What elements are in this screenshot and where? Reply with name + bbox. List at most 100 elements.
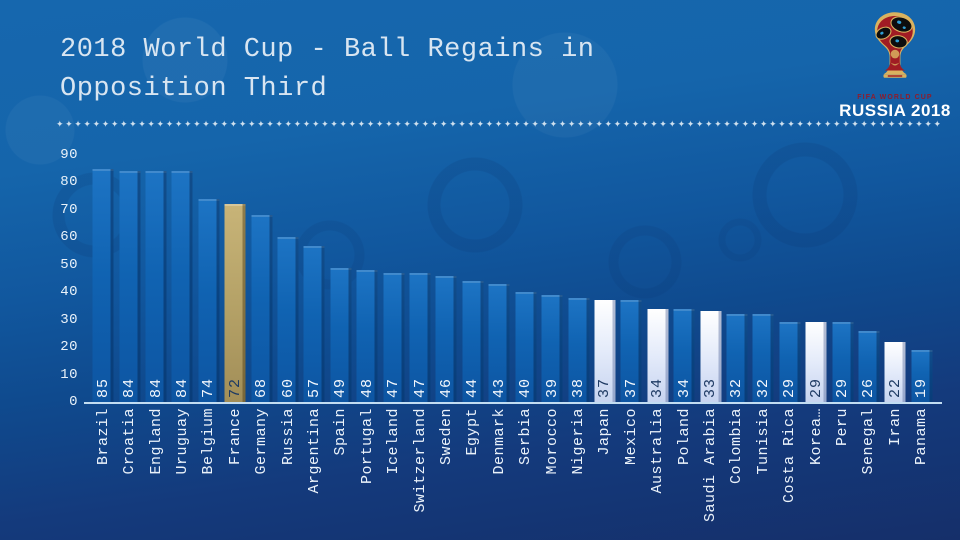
bar-slot: 57 [301, 155, 327, 402]
title-line-1: 2018 World Cup - Ball Regains in [60, 35, 595, 65]
bar-value-label: 47 [411, 377, 429, 398]
bar-slot: 29 [829, 155, 855, 402]
bar-slot: 74 [196, 155, 222, 402]
category-label-slot: Egypt [460, 408, 486, 534]
logo-caption-fifa-world-cup: FIFA WORLD CUP [857, 94, 933, 101]
bar-colombia: 32 [726, 314, 748, 402]
bar-iceland: 47 [383, 273, 405, 402]
bar-value-label: 34 [649, 377, 667, 398]
bar-value-label: 84 [121, 377, 139, 398]
bar-brazil: 85 [92, 169, 114, 402]
bar-category-label: Senegal [860, 408, 878, 475]
bar-category-label: Korea… [807, 408, 825, 466]
bar-morocco: 39 [541, 295, 563, 402]
bar-slot: 49 [328, 155, 354, 402]
bar-slot: 34 [645, 155, 671, 402]
y-axis-tick-label: 10 [60, 366, 78, 383]
bar-argentina: 57 [303, 246, 325, 402]
bar-value-label: 43 [490, 377, 508, 398]
bar-slot: 22 [882, 155, 908, 402]
bar-value-label: 32 [728, 377, 746, 398]
bar-value-label: 44 [464, 377, 482, 398]
category-label-slot: Costa Rica [777, 408, 803, 534]
category-label-slot: England [143, 408, 169, 534]
bar-category-label: Uruguay [173, 408, 191, 475]
bar-value-label: 33 [702, 377, 720, 398]
category-label-slot: Colombia [724, 408, 750, 534]
bars-area: 85 84 84 84 74 72 68 60 57 49 48 47 47 46 44 43 40 39 38 37… [90, 155, 935, 402]
bar-category-label: Croatia [121, 408, 139, 475]
category-label-slot: Spain [328, 408, 354, 534]
bar-panama: 19 [911, 350, 933, 402]
bar-saudi-arabia: 33 [700, 311, 722, 402]
bar-value-label: 47 [385, 377, 403, 398]
bar-slot: 29 [803, 155, 829, 402]
category-label-slot: Uruguay [169, 408, 195, 534]
bar-slot: 85 [90, 155, 116, 402]
bar-costa-rica: 29 [779, 322, 801, 402]
category-label-slot: Iceland [380, 408, 406, 534]
bar-portugal: 48 [356, 270, 378, 402]
title-line-2: Opposition Third [60, 74, 328, 104]
bar-slot: 19 [909, 155, 935, 402]
category-label-slot: Peru [829, 408, 855, 534]
bar-slot: 32 [750, 155, 776, 402]
bar-value-label: 49 [332, 377, 350, 398]
bar-tunisia: 32 [752, 314, 774, 402]
bar-slot: 34 [671, 155, 697, 402]
bar-slot: 37 [592, 155, 618, 402]
category-labels-row: Brazil Croatia England Uruguay Belgium France… [90, 408, 935, 534]
bar-slot: 29 [777, 155, 803, 402]
category-label-slot: Argentina [301, 408, 327, 534]
bar-category-label: Morocco [543, 408, 561, 475]
bar-category-label: Spain [332, 408, 350, 456]
bar-category-label: Nigeria [570, 408, 588, 475]
bar-slot: 40 [513, 155, 539, 402]
bar-category-label: Germany [253, 408, 271, 475]
category-label-slot: Portugal [354, 408, 380, 534]
category-label-slot: Korea… [803, 408, 829, 534]
bar-value-label: 29 [807, 377, 825, 398]
bar-australia: 34 [647, 309, 669, 402]
bar-value-label: 72 [226, 377, 244, 398]
bar-slot: 32 [724, 155, 750, 402]
bar-category-label: Sweden [437, 408, 455, 466]
category-label-slot: Germany [248, 408, 274, 534]
bar-value-label: 26 [860, 377, 878, 398]
bar-slot: 37 [618, 155, 644, 402]
bar-category-label: Australia [649, 408, 667, 494]
bar-value-label: 29 [781, 377, 799, 398]
bar-egypt: 44 [462, 281, 484, 402]
category-label-slot: Saudi Arabia [697, 408, 723, 534]
y-axis-tick-label: 90 [60, 147, 78, 163]
y-axis-tick-label: 20 [60, 339, 78, 356]
bar-value-label: 37 [596, 377, 614, 398]
bar-slot: 84 [116, 155, 142, 402]
category-label-slot: Mexico [618, 408, 644, 534]
bar-value-label: 38 [570, 377, 588, 398]
bar-value-label: 22 [886, 377, 904, 398]
bar-value-label: 84 [173, 377, 191, 398]
bar-denmark: 43 [488, 284, 510, 402]
bar-slot: 84 [143, 155, 169, 402]
bar-spain: 49 [330, 268, 352, 402]
bar-category-label: Costa Rica [781, 408, 799, 504]
bar-korea: 29 [805, 322, 827, 402]
bar-value-label: 34 [675, 377, 693, 398]
bar-iran: 22 [884, 342, 906, 402]
category-label-slot: Sweden [433, 408, 459, 534]
bar-value-label: 84 [147, 377, 165, 398]
bar-value-label: 57 [305, 377, 323, 398]
bar-england: 84 [145, 171, 167, 402]
bar-value-label: 85 [94, 377, 112, 398]
category-label-slot: Tunisia [750, 408, 776, 534]
bar-category-label: Switzerland [411, 408, 429, 513]
category-label-slot: Switzerland [407, 408, 433, 534]
bar-nigeria: 38 [568, 298, 590, 402]
bar-category-label: England [147, 408, 165, 475]
y-axis-tick-label: 80 [60, 174, 78, 191]
bar-value-label: 68 [253, 377, 271, 398]
bar-category-label: Poland [675, 408, 693, 466]
category-label-slot: Russia [275, 408, 301, 534]
